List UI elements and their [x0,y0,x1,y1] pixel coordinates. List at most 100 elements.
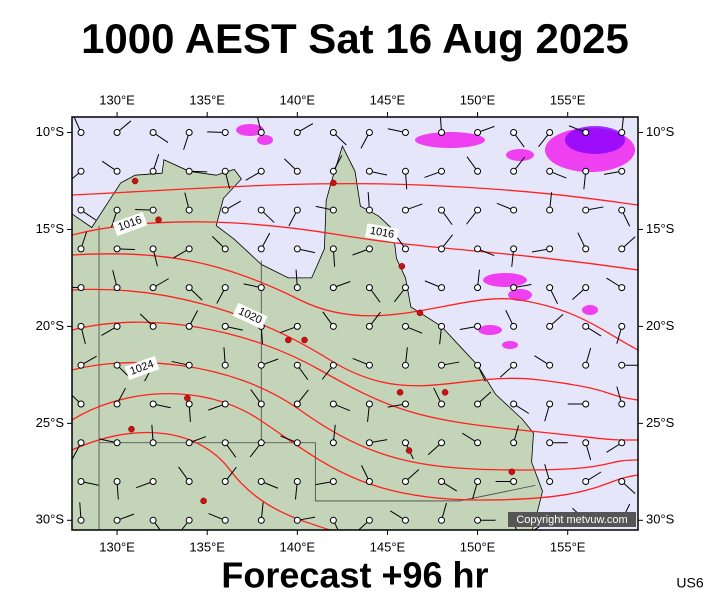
wind-barb [466,156,482,175]
wind-barb [221,167,231,189]
copyright-box [508,512,636,527]
barb-station [113,516,121,524]
x-tick-label: 130°E [99,539,135,554]
barb-station [149,284,157,292]
x-tick-label: 140°E [280,539,316,554]
barb-station [149,206,157,214]
city [200,497,207,505]
barb-station [510,206,518,214]
barb-station [401,206,409,214]
barb-station [401,129,409,137]
barb-station [221,516,229,524]
wind-barb [606,439,626,453]
wind-barb [221,439,237,458]
wind-barb [438,361,460,369]
wind-barb [438,322,446,345]
barb-station [582,129,590,137]
wind-barb [288,206,301,227]
wind-barb [149,516,161,530]
barb-station [257,245,265,253]
barb-station [257,361,265,369]
wind-barb [474,125,495,137]
wind-barb [77,231,88,253]
barb-station [221,361,229,369]
wind-barb [113,387,126,408]
barb-station [257,478,265,486]
barb-station [618,322,626,330]
wind-barb [352,357,373,369]
precipitation [502,341,518,349]
wind-barb [293,245,316,254]
wind-barb [329,129,347,146]
barb-station [293,284,301,292]
barb-station [329,361,337,369]
barb-station [510,322,518,330]
barb-station [113,284,121,292]
wind-barb [329,245,337,267]
wind-barb [293,478,301,500]
wind-barb [510,245,518,267]
wind-barb [185,167,208,175]
isobar [72,221,638,271]
barb-station [474,167,482,175]
city [508,468,516,476]
wind-barb [257,232,271,253]
wind-barb [387,400,409,408]
wind-barb [365,439,388,447]
barb-station [77,439,85,447]
city [301,336,308,344]
wind-barb [389,510,409,524]
barb-station [474,478,482,486]
barb-station [474,516,482,524]
subtitle: Forecast +96 hr [221,555,488,596]
barb-station [113,478,121,486]
barb-station [401,167,409,175]
wind-barb [180,516,193,530]
wind-barb [474,516,496,524]
wind-barb [322,311,337,330]
barb-station [365,245,373,253]
wind-barb [510,400,530,414]
barb-station [618,206,626,214]
isobar-label: 1016 [365,223,399,243]
wind-barb [113,513,135,524]
barb-station [438,167,446,175]
wind-barb [424,280,446,292]
wind-barb [221,467,237,486]
barb-station [618,129,626,137]
wind-barb [466,206,482,225]
wind-barb [73,117,85,137]
wind-barb [208,513,229,524]
map-frame [71,116,639,531]
barb-station [546,322,554,330]
wind-barb [472,478,482,499]
barb-station [185,245,193,253]
wind-barb [438,478,458,492]
wind-barb [257,358,279,369]
barb-station [510,439,518,447]
wind-barb [618,478,636,494]
wind-barb [113,245,136,253]
y-tick-label: 30°S [36,512,65,527]
barb-station [329,439,337,447]
precipitation [257,135,273,145]
wind-barb [329,155,343,175]
title: 1000 AEST Sat 16 Aug 2025 [81,15,629,62]
wind-barb [365,311,381,330]
barb-station [582,322,590,330]
precipitation [415,132,485,148]
wind-barb [474,245,495,257]
barb-station [365,322,373,330]
barb-station [77,167,85,175]
precipitation [582,305,598,315]
city [131,177,139,185]
barb-station [401,439,409,447]
wind-barb [618,361,638,369]
y-tick-label: 10°S [646,124,675,139]
wind-barb [544,464,554,486]
wind-barb [113,120,132,137]
barb-station [329,129,337,137]
barb-station [510,167,518,175]
wind-barb [149,278,169,292]
barb-station [365,400,373,408]
